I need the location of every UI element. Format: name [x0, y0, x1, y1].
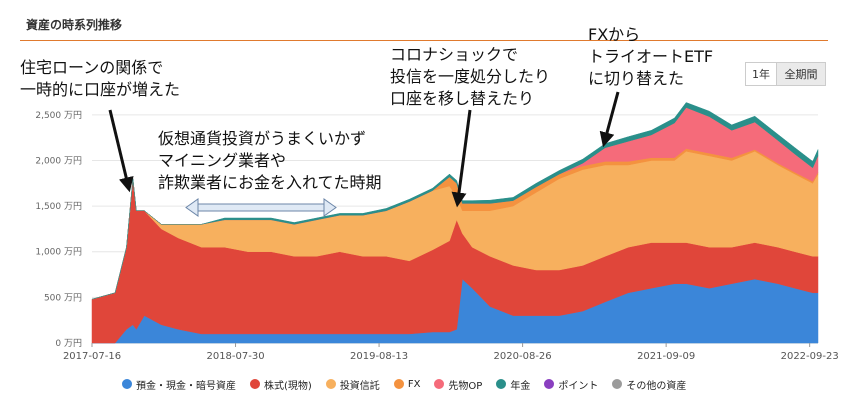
y-tick-label: 1,000 万円 [35, 247, 82, 258]
legend-swatch-icon [612, 379, 623, 389]
x-tick-label: 2021-09-09 [637, 351, 695, 362]
legend-swatch-icon [122, 379, 132, 389]
annotation-fx-line1: FXから [588, 25, 641, 44]
annotation-housing-line1: 住宅ローンの関係で [20, 58, 164, 77]
area-series-年金 [91, 102, 819, 300]
legend-label: ポイント [558, 380, 599, 392]
legend-label: 投資信託 [339, 380, 380, 392]
legend-item[interactable]: 投資信託 [325, 377, 380, 392]
annotation-housing-line2: 一時的に口座が増えた [20, 80, 181, 99]
chart-legend: 預金・現金・暗号資産 株式(現物) 投資信託 FX 先物OP 年金 ポイント その他の資産 [122, 374, 732, 394]
legend-swatch-icon [544, 379, 555, 389]
annotation-corona: コロナショックで 投信を一度処分したり 口座を移し替えたり [390, 44, 550, 110]
annotation-corona-line2: 投信を一度処分したり [390, 67, 551, 86]
annotation-corona-line3: 口座を移し替えたり [390, 89, 535, 108]
legend-item[interactable]: 株式(現物) [250, 377, 312, 392]
legend-item[interactable]: 預金・現金・暗号資産 [122, 377, 236, 392]
annotation-fx-line3: に切り替えた [588, 69, 685, 88]
y-tick-label: 0 万円 [55, 338, 82, 349]
x-tick-label: 2018-07-30 [206, 351, 264, 362]
chart-areas [91, 102, 819, 344]
y-tick-label: 2,500 万円 [35, 110, 82, 121]
annotation-arrows [108, 91, 620, 217]
annotation-corona-line1: コロナショックで [390, 45, 519, 64]
legend-label: FX [407, 378, 421, 390]
fx-arrow [599, 91, 620, 148]
y-tick-label: 2,000 万円 [35, 155, 82, 166]
x-tick-label: 2017-07-16 [63, 351, 121, 362]
crypto-period-double-arrow [185, 198, 337, 217]
x-tick-label: 2022-09-23 [781, 351, 839, 362]
legend-swatch-icon [325, 379, 336, 389]
annotation-fx-line2: トライオートETF [588, 47, 714, 66]
annotation-crypto: 仮想通貨投資がうまくいかず マイニング業者や 詐欺業者にお金を入れてた時期 [158, 128, 382, 194]
range-all-button[interactable]: 全期間 [776, 62, 826, 86]
legend-item[interactable]: 年金 [496, 377, 530, 392]
y-axis-ticks: 0 万円 500 万円 1,000 万円 1,500 万円 2,000 万円 2,500 … [35, 110, 82, 349]
corona-arrow [451, 109, 472, 208]
x-tick-label: 2019-08-13 [350, 351, 408, 362]
legend-swatch-icon [393, 379, 404, 389]
legend-label: 年金 [510, 380, 531, 392]
annotation-fx: FXから トライオートETF に切り替えた [588, 24, 713, 90]
legend-item[interactable]: ポイント [544, 377, 598, 392]
y-tick-label: 500 万円 [44, 292, 82, 303]
legend-swatch-icon [434, 379, 445, 389]
legend-swatch-icon [496, 379, 507, 389]
legend-label: その他の資産 [626, 380, 687, 392]
annotation-crypto-line1: 仮想通貨投資がうまくいかず [158, 129, 367, 148]
y-tick-label: 1,500 万円 [35, 201, 82, 212]
legend-label: 株式(現物) [264, 380, 312, 392]
legend-label: 先物OP [448, 380, 483, 392]
legend-item[interactable]: その他の資産 [612, 377, 686, 392]
section-title: 資産の時系列推移 [26, 18, 123, 32]
x-axis-ticks: 2017-07-16 2018-07-30 2019-08-13 2020-08-26… [63, 343, 839, 362]
annotation-crypto-line2: マイニング業者や [158, 151, 287, 170]
annotation-housing: 住宅ローンの関係で 一時的に口座が増えた [20, 57, 180, 101]
legend-item[interactable]: 先物OP [434, 377, 482, 392]
annotation-crypto-line3: 詐欺業者にお金を入れてた時期 [158, 173, 382, 192]
legend-item[interactable]: FX [393, 378, 421, 390]
legend-swatch-icon [250, 379, 260, 389]
x-tick-label: 2020-08-26 [494, 351, 552, 362]
legend-label: 預金・現金・暗号資産 [136, 380, 236, 392]
housing-arrow [108, 109, 134, 193]
section-header: 資産の時系列推移 [20, 12, 828, 41]
